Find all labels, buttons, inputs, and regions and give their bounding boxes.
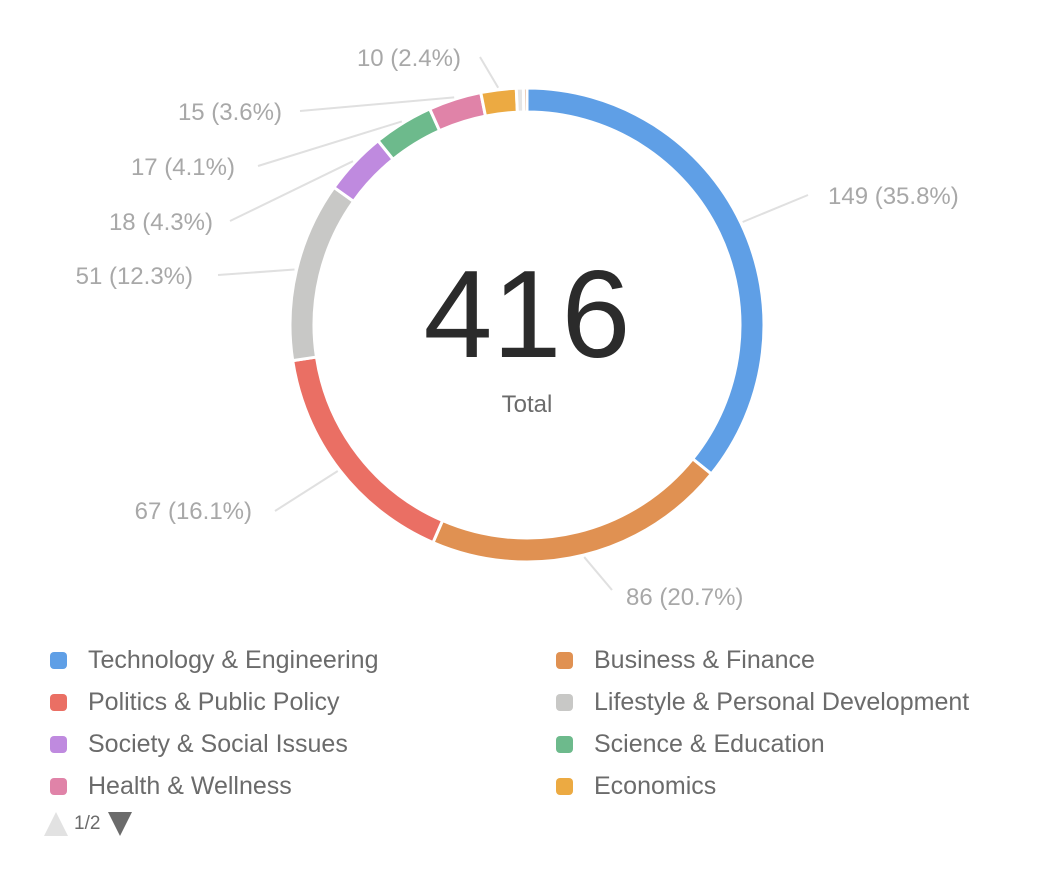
legend-item[interactable]: Lifestyle & Personal Development <box>556 686 969 718</box>
slice-economics[interactable] <box>479 86 519 118</box>
legend-swatch-icon <box>50 693 67 711</box>
legend-item[interactable]: Business & Finance <box>556 644 815 676</box>
legend-swatch-icon <box>556 735 573 753</box>
legend-label: Lifestyle & Personal Development <box>594 687 970 716</box>
donut-chart: 149 (35.8%) 86 (20.7%) 67 (16.1%) 51 (12.3%… <box>76 45 959 611</box>
previous-page-arrow-icon[interactable] <box>44 812 68 836</box>
leader-line <box>583 556 613 591</box>
legend-label: Health & Wellness <box>88 771 292 800</box>
total-label: Total <box>502 391 553 418</box>
leader-line <box>479 56 500 89</box>
leader-line <box>229 160 354 222</box>
leader-line <box>274 470 339 512</box>
legend-item[interactable]: Economics <box>556 770 716 802</box>
legend-swatch-icon <box>556 777 573 795</box>
legend-item[interactable]: Society & Social Issues <box>50 728 348 760</box>
legend-label: Society & Social Issues <box>88 729 348 758</box>
legend-label: Business & Finance <box>594 645 815 674</box>
legend-item[interactable]: Science & Education <box>556 728 825 760</box>
legend-item[interactable]: Health & Wellness <box>50 770 292 802</box>
slice-value-label: 15 (3.6%) <box>178 99 282 126</box>
slice-business-finance[interactable] <box>431 456 714 564</box>
total-value: 416 <box>424 246 631 384</box>
legend-item[interactable]: Technology & Engineering <box>50 644 378 676</box>
legend-pager: 1/2 <box>44 812 133 836</box>
legend-label: Technology & Engineering <box>88 645 379 674</box>
legend-swatch-icon <box>556 693 573 711</box>
slice-value-label: 67 (16.1%) <box>135 498 252 525</box>
slice-value-label: 17 (4.1%) <box>131 154 235 181</box>
slice-value-label: 51 (12.3%) <box>76 263 193 290</box>
legend-swatch-icon <box>50 735 67 753</box>
slice-other-tiny[interactable] <box>521 86 529 114</box>
leader-line <box>299 96 455 112</box>
legend-page-indicator: 1/2 <box>74 813 101 834</box>
slice-value-label: 86 (20.7%) <box>626 584 743 611</box>
leader-line <box>742 194 809 223</box>
slice-lifestyle-personal-development[interactable] <box>288 185 356 363</box>
slice-value-label: 18 (4.3%) <box>109 209 213 236</box>
slice-science-education[interactable] <box>375 106 442 162</box>
legend-swatch-icon <box>556 651 573 669</box>
slice-politics-public-policy[interactable] <box>290 355 445 545</box>
legend-label: Economics <box>594 771 717 800</box>
next-page-arrow-icon[interactable] <box>108 812 133 836</box>
slice-value-label: 10 (2.4%) <box>357 45 461 72</box>
slice-value-label: 149 (35.8%) <box>828 183 959 210</box>
legend-label: Politics & Public Policy <box>88 687 340 716</box>
leader-line <box>217 268 295 276</box>
leader-line <box>257 120 403 167</box>
legend-swatch-icon <box>50 651 67 669</box>
legend-item[interactable]: Politics & Public Policy <box>50 686 339 718</box>
legend-label: Science & Education <box>594 729 825 758</box>
legend-swatch-icon <box>50 777 67 795</box>
